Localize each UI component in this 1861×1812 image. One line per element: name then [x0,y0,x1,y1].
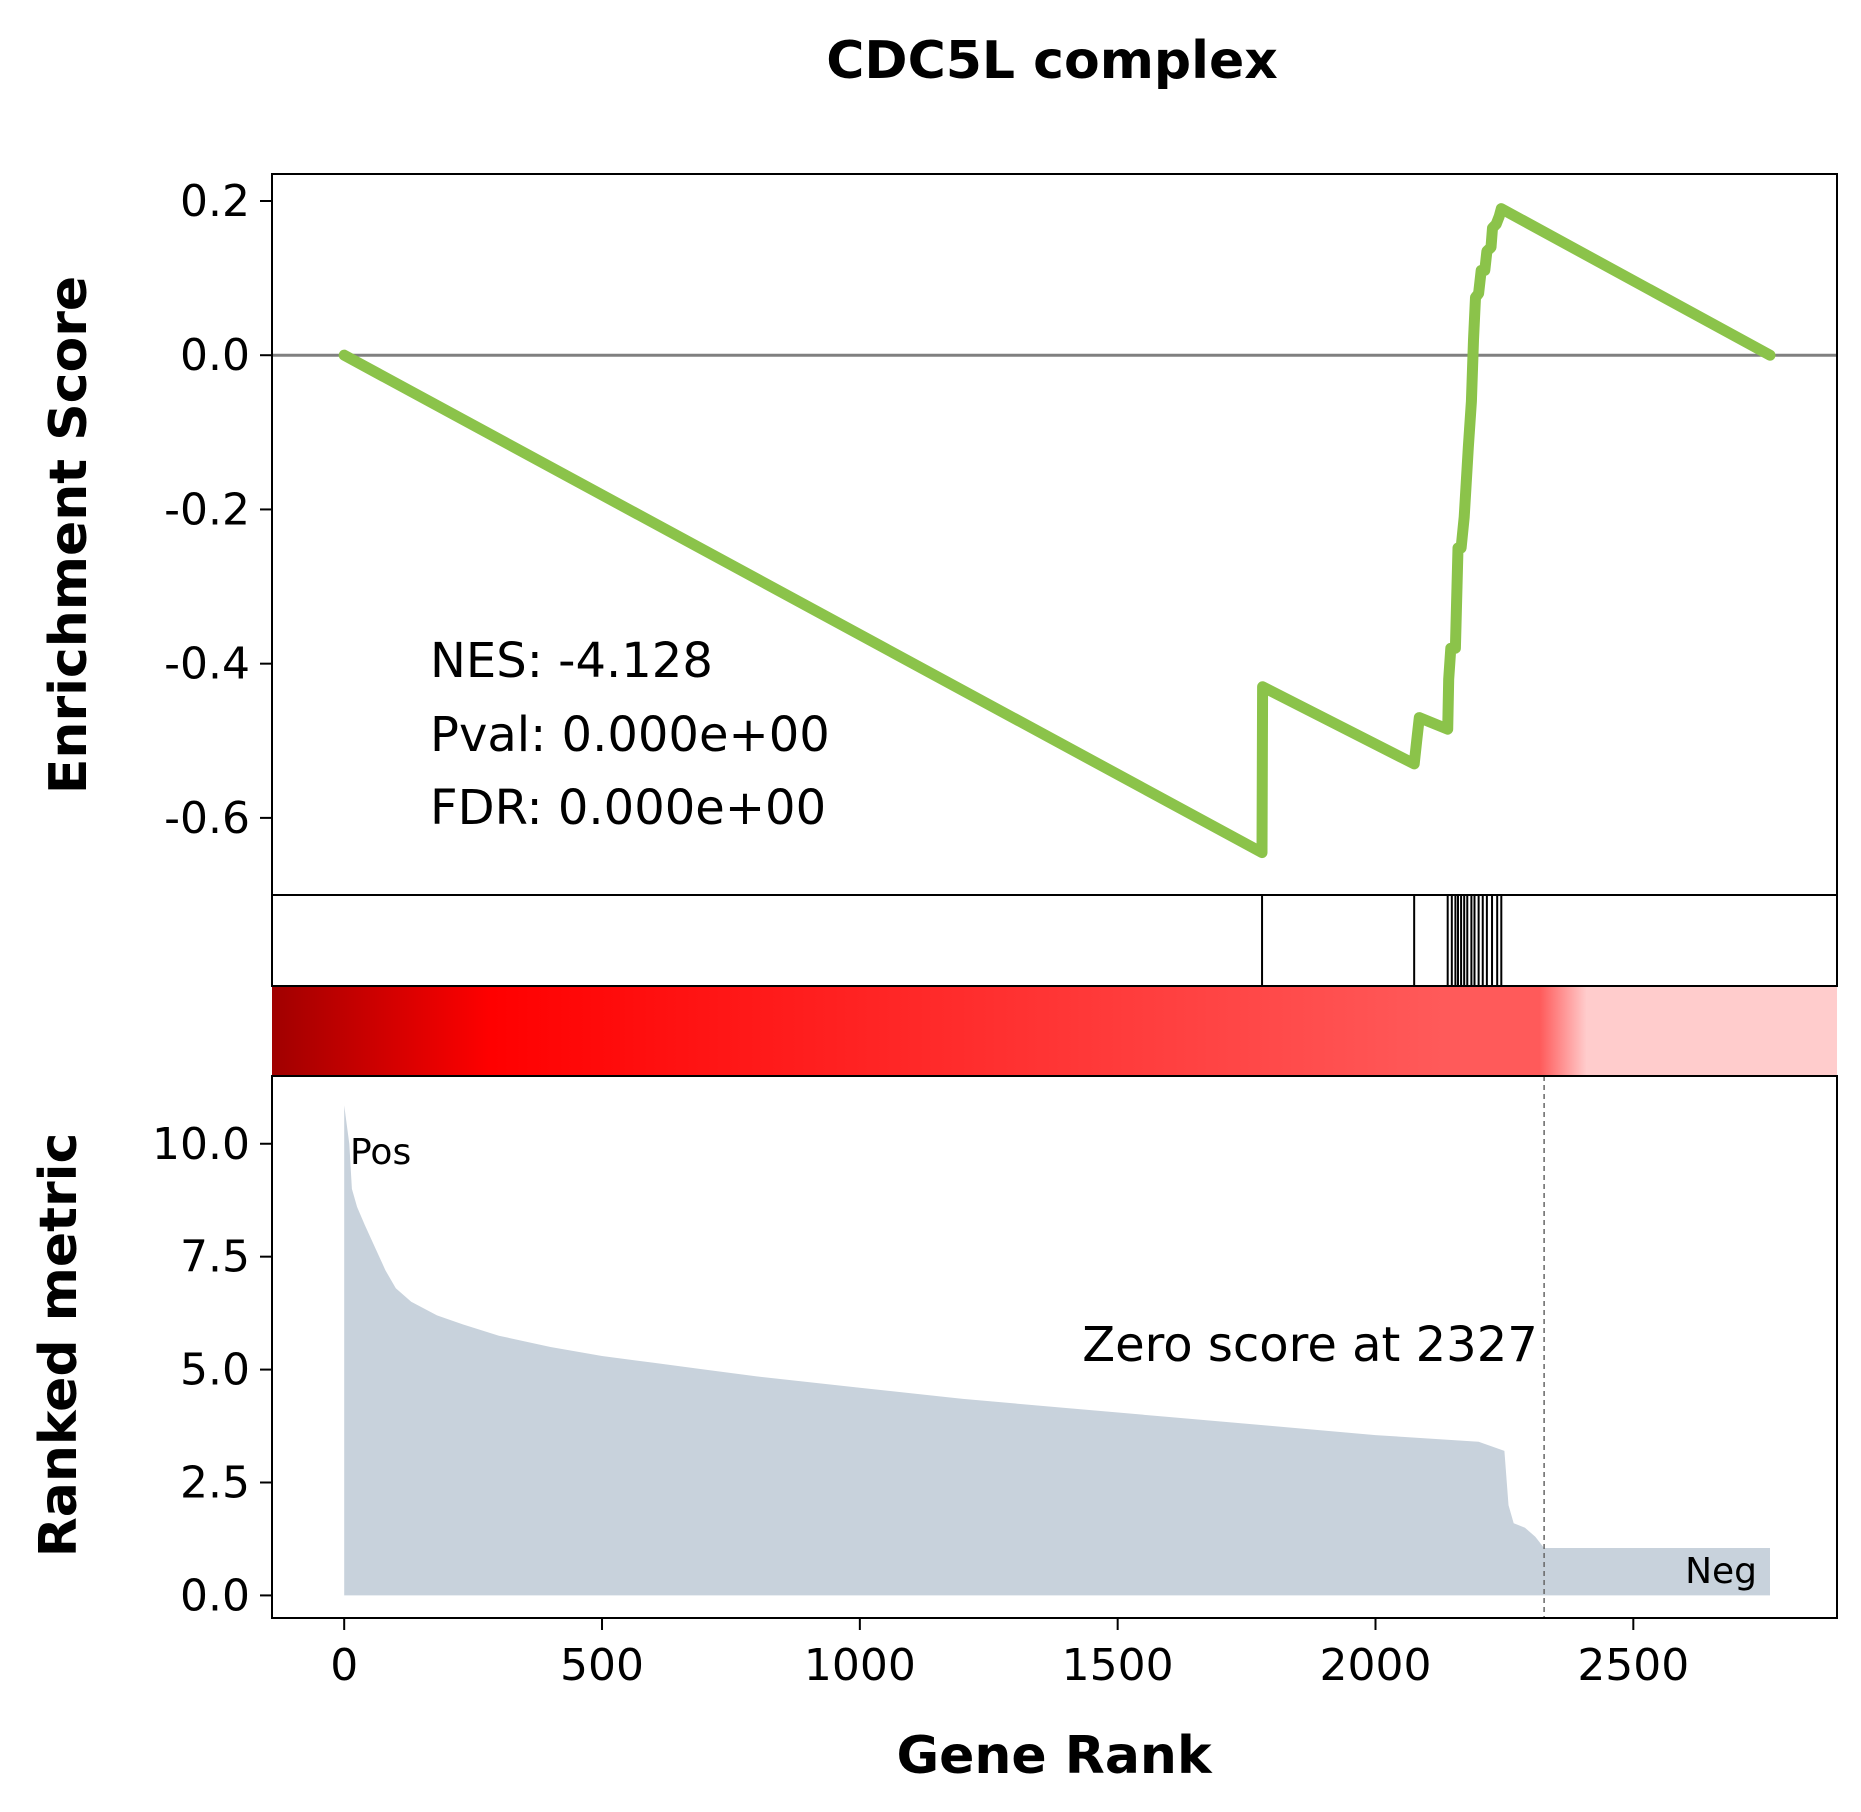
es-y-tick-label: -0.6 [164,793,250,844]
hits-panel-frame [271,894,1838,987]
hit-marks [1261,895,1503,986]
rank-panel: 0.0 2.5 5.0 7.5 10.0 Ranked metric Pos Neg Z… [29,1075,1838,1786]
zero-score-text: Zero score at 2327 [1082,1317,1538,1373]
ranked-metric-fill [344,1105,1771,1596]
rank-y-tick-label: 10.0 [152,1119,250,1170]
rank-panel-frame [271,1075,1838,1619]
nes-text: NES: -4.128 [430,633,713,689]
es-series-line [338,203,1776,859]
x-tick-label: 2500 [1577,1640,1689,1691]
es-y-tick-label: 0.0 [180,330,250,381]
rank-y-tick-label: 7.5 [180,1232,250,1283]
pos-label: Pos [350,1132,411,1173]
x-tick-label: 1000 [804,1640,916,1691]
es-y-tick-label: -0.4 [164,639,250,690]
ranked-metric-area [344,1105,1771,1596]
x-tick-label: 0 [330,1640,358,1691]
fdr-text: FDR: 0.000e+00 [430,780,826,836]
x-axis-label: Gene Rank [896,1726,1212,1786]
hits-panel [271,894,1838,987]
neg-label: Neg [1685,1551,1757,1592]
x-tick-label: 500 [560,1640,644,1691]
es-y-ticks: 0.2 0.0 -0.2 -0.4 -0.6 [164,176,272,844]
es-y-tick-label: -0.2 [164,484,250,535]
x-ticks: 0 500 1000 1500 2000 2500 [330,1618,1689,1691]
x-tick-label: 1500 [1062,1640,1174,1691]
rank-y-tick-label: 0.0 [180,1570,250,1621]
es-curve [338,203,1776,859]
rank-heatmap [272,986,1837,1076]
chart-title: CDC5L complex [826,31,1278,91]
es-y-tick-label: 0.2 [180,176,250,227]
rank-y-tick-label: 5.0 [180,1345,250,1396]
rank-y-label: Ranked metric [29,1133,89,1558]
es-panel: 0.2 0.0 -0.2 -0.4 -0.6 Enrichment Score NES:… [39,173,1838,896]
x-tick-label: 2000 [1320,1640,1432,1691]
pval-text: Pval: 0.000e+00 [430,707,830,763]
es-y-label: Enrichment Score [39,276,99,794]
rank-y-ticks: 0.0 2.5 5.0 7.5 10.0 [152,1119,272,1621]
rank-y-tick-label: 2.5 [180,1458,250,1509]
